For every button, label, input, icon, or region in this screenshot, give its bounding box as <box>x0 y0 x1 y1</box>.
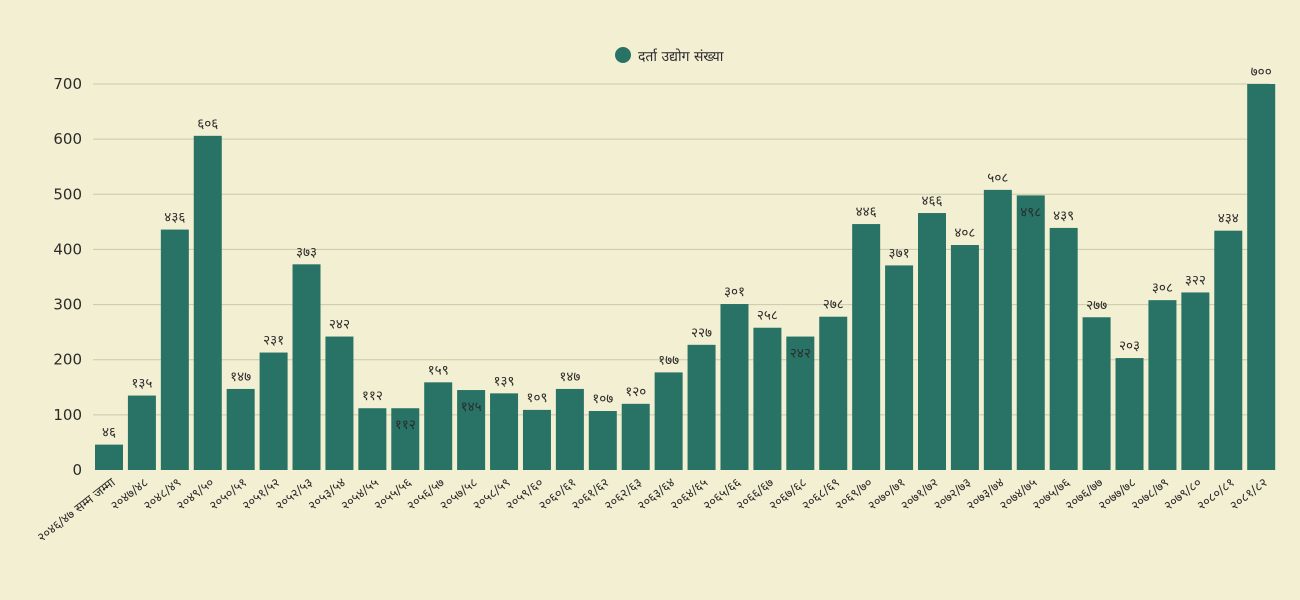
data-label: ४३४ <box>1218 211 1239 227</box>
data-label: १३९ <box>494 373 515 389</box>
data-label: १५९ <box>428 362 449 378</box>
legend-label: दर्ता उद्योग संख्या <box>638 48 724 65</box>
bar <box>424 382 453 470</box>
data-label: ४६६ <box>921 193 942 209</box>
bar <box>391 408 420 470</box>
y-tick-label: 500 <box>53 185 82 203</box>
bar <box>950 245 979 470</box>
data-label: ३७३ <box>296 244 317 260</box>
bar <box>1214 230 1243 470</box>
y-tick-label: 700 <box>53 75 82 93</box>
bar <box>490 393 519 470</box>
bar <box>358 408 387 470</box>
data-label: १४७ <box>559 369 580 385</box>
bar <box>193 135 222 470</box>
data-label: ४४६ <box>856 204 877 220</box>
y-tick-label: 200 <box>53 351 82 369</box>
data-label: २०३ <box>1119 338 1140 354</box>
data-label: १३५ <box>131 376 152 392</box>
x-tick-label: २०४६/४७ सम्म जम्मा <box>34 474 118 544</box>
y-tick-label: 400 <box>53 240 82 258</box>
bar <box>720 304 749 470</box>
data-label: ६०६ <box>197 116 218 132</box>
data-label: ७०० <box>1251 64 1272 80</box>
bar <box>325 336 354 470</box>
bar <box>259 352 288 470</box>
data-label: २७७ <box>1086 297 1107 313</box>
bar <box>819 316 848 470</box>
gridlines <box>93 83 1270 416</box>
data-labels: ४६ १३५ ४३६ ६०६ १४७ २३१ ३७३ २४२ ११२ ११२ १५९ १४५ १३९ १०… <box>102 64 1272 441</box>
data-label: ४०८ <box>954 225 975 241</box>
data-label: १४७ <box>230 369 251 385</box>
bar <box>1148 300 1177 470</box>
data-label: ११२ <box>395 417 416 433</box>
chart-legend: दर्ता उद्योग संख्या <box>615 47 724 65</box>
legend-marker <box>615 47 631 63</box>
y-tick-label: 300 <box>53 296 82 314</box>
data-label: ४९८ <box>1020 204 1041 220</box>
bar <box>522 409 551 470</box>
bar <box>654 372 683 470</box>
data-label: २५८ <box>757 308 778 324</box>
data-label: २७८ <box>823 297 844 313</box>
bar <box>555 388 584 470</box>
bar <box>885 265 914 470</box>
y-axis: 0 100 200 300 400 500 600 700 <box>53 75 82 479</box>
data-label: १०९ <box>526 390 547 406</box>
bar <box>1115 358 1144 470</box>
bar <box>226 388 255 470</box>
bar <box>852 224 881 470</box>
bar <box>588 410 617 470</box>
bar <box>687 344 716 470</box>
x-axis: २०४६/४७ सम्म जम्मा२०४७/४८२०४८/४९२०४९/५०२… <box>34 474 1270 544</box>
data-label: १०७ <box>592 391 613 407</box>
data-label: ५०८ <box>987 170 1008 186</box>
bar <box>1082 317 1111 470</box>
y-tick-label: 600 <box>53 130 82 148</box>
data-label: १७७ <box>658 352 679 368</box>
bar <box>292 264 321 470</box>
data-label: ३०८ <box>1152 280 1173 296</box>
data-label: १४५ <box>461 399 482 415</box>
bar <box>983 189 1012 471</box>
data-label: ३०१ <box>724 284 745 300</box>
y-tick-label: 0 <box>72 461 82 479</box>
bar <box>1016 195 1045 471</box>
data-label: ४३९ <box>1053 208 1074 224</box>
bar <box>753 327 782 470</box>
data-label: २४२ <box>329 317 350 333</box>
data-label: २२७ <box>691 325 712 341</box>
bar <box>127 395 156 470</box>
bar <box>95 444 123 470</box>
bar <box>160 229 189 470</box>
data-label: १२० <box>625 384 646 400</box>
bar <box>786 336 815 470</box>
bar <box>1181 292 1210 470</box>
data-label: ३२२ <box>1185 272 1206 288</box>
data-label: ४३६ <box>164 210 185 226</box>
bar <box>1049 227 1078 470</box>
bar <box>621 403 650 470</box>
data-label: २४२ <box>790 346 811 362</box>
bars <box>95 84 1276 471</box>
bar <box>918 213 946 470</box>
bar <box>1247 84 1276 470</box>
data-label: २३१ <box>263 333 284 349</box>
data-label: ११२ <box>362 388 383 404</box>
x-tick-label: २०८१/८२ <box>1227 475 1270 513</box>
y-tick-label: 100 <box>53 406 82 424</box>
data-label: ४६ <box>102 425 116 441</box>
data-label: ३७१ <box>889 245 910 261</box>
bar <box>457 390 486 470</box>
